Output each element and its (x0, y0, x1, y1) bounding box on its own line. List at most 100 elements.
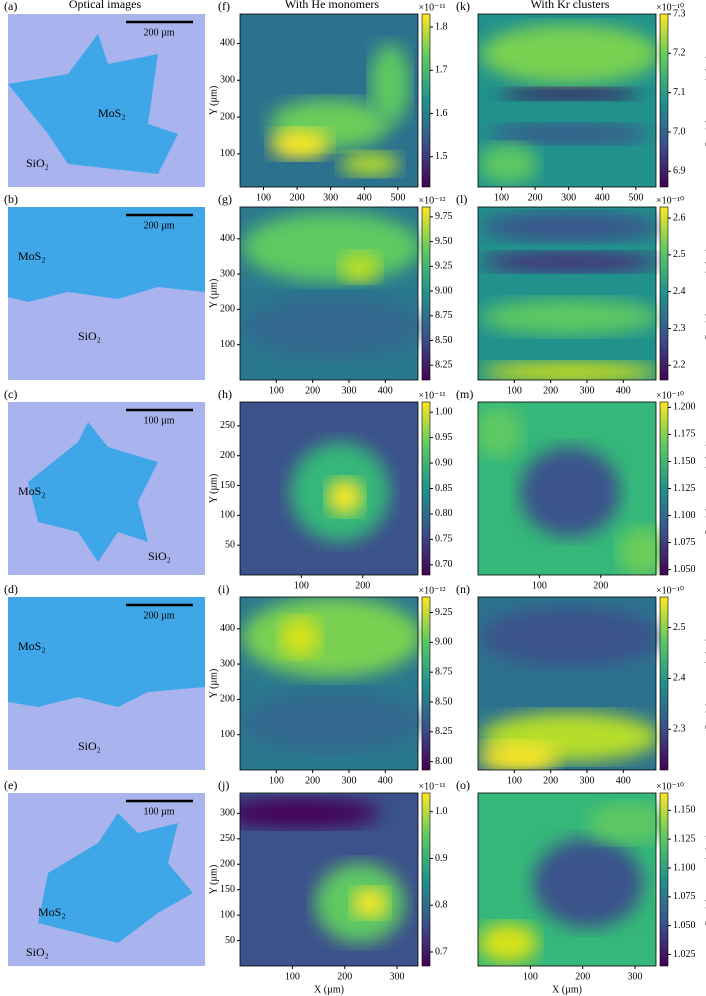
x-tick-label: 100 (269, 775, 284, 786)
flake (8, 34, 178, 174)
colorbar-scale: ×10⁻¹² (419, 195, 446, 206)
colorbar-tick-label: 2.3 (673, 724, 686, 735)
colorbar-tick-label: 1.200 (673, 402, 696, 413)
panel-label: (o) (456, 778, 470, 792)
scale-label: 100 µm (143, 415, 174, 426)
colorbar-scale: ×10⁻¹⁰ (656, 585, 684, 596)
heatmap-texture (480, 299, 660, 335)
colorbar (659, 13, 669, 188)
colorbar-tick-label: 0.7 (435, 946, 448, 957)
y-tick-label: 100 (220, 909, 235, 920)
heatmap-image (478, 793, 662, 966)
substrate-label: SiO₂ (78, 329, 101, 343)
colorbar-tick-label: 1.125 (673, 483, 696, 494)
plot-frame (477, 596, 657, 771)
colorbar-scale: ×10⁻¹⁰ (656, 781, 684, 792)
x-tick-label: 300 (341, 385, 356, 396)
plot-frame (239, 792, 419, 967)
y-tick-label: 200 (220, 859, 235, 870)
colorbar-tick-label: 1.150 (673, 456, 696, 467)
colorbar-tick-label: 7.3 (673, 8, 686, 19)
colorbar-tick-label: 2.6 (673, 212, 686, 223)
y-tick-label: 100 (220, 339, 235, 350)
x-axis-label: X (µm) (314, 984, 344, 995)
x-tick-label: 200 (305, 775, 320, 786)
column-title: With He monomers (285, 0, 379, 11)
y-tick-label: 200 (220, 694, 235, 705)
colorbar-tick-label: 2.4 (673, 286, 686, 297)
flake-label: MoS₂ (18, 249, 46, 263)
panel-label: (a) (4, 0, 17, 13)
colorbar-tick-label: 2.3 (673, 323, 686, 334)
colorbar-tick-label: 2.4 (673, 673, 686, 684)
heatmap-texture (480, 252, 660, 272)
colorbar-label: Partial pressure (mbar) (704, 834, 706, 926)
colorbar (659, 596, 669, 771)
substrate-label: SiO₂ (148, 549, 171, 563)
panel-label: (h) (218, 387, 232, 401)
y-tick-label: 300 (220, 268, 235, 279)
plot-frame (239, 596, 419, 771)
colorbar-tick-label: 1.150 (673, 805, 696, 816)
heatmap-texture (520, 447, 620, 537)
colorbar-tick-label: 1.075 (673, 891, 696, 902)
x-tick-label: 500 (628, 192, 643, 203)
colorbar-tick-label: 1.5 (435, 151, 448, 162)
heatmap-texture (352, 888, 388, 918)
x-tick-label: 300 (579, 385, 594, 396)
x-tick-label: 200 (305, 385, 320, 396)
heatmap-image (240, 402, 418, 575)
heatmap-image (240, 793, 418, 966)
y-tick-label: 250 (220, 833, 235, 844)
column-title: Optical images (69, 0, 142, 11)
colorbar-tick-label: 9.25 (435, 261, 453, 272)
colorbar-tick-label: 1.0 (435, 806, 448, 817)
colorbar-tick-label: 8.00 (435, 756, 453, 767)
y-tick-label: 250 (220, 420, 235, 431)
x-tick-label: 400 (595, 192, 610, 203)
heatmap-texture (588, 803, 662, 843)
x-tick-label: 200 (543, 385, 558, 396)
plot-frame (239, 13, 419, 188)
colorbar-tick-label: 1.075 (673, 537, 696, 548)
flake-label: MoS₂ (18, 639, 46, 653)
colorbar-scale: ×10⁻¹¹ (419, 390, 446, 401)
colorbar-tick-label: 0.95 (435, 432, 453, 443)
x-tick-label: 300 (628, 971, 643, 982)
heatmap-image (240, 597, 422, 770)
heatmap-image (478, 402, 662, 575)
colorbar-tick-label: 1.025 (673, 949, 696, 960)
plot-frame (239, 206, 419, 381)
panel-label: (j) (218, 778, 229, 792)
colorbar-tick-label: 1.175 (673, 429, 696, 440)
flake (8, 207, 205, 302)
colorbar-tick-label: 0.8 (435, 900, 448, 911)
scale-label: 200 µm (143, 220, 174, 231)
y-tick-label: 300 (220, 75, 235, 86)
heatmap-image (478, 14, 660, 187)
colorbar-tick-label: 7.2 (673, 48, 686, 59)
x-tick-label: 100 (285, 971, 300, 982)
x-tick-label: 400 (616, 385, 631, 396)
y-tick-label: 300 (220, 658, 235, 669)
y-tick-label: 100 (220, 729, 235, 740)
colorbar-tick-label: 9.75 (435, 211, 453, 222)
y-tick-label: 50 (225, 935, 235, 946)
colorbar (659, 401, 669, 576)
flake-label: MoS₂ (18, 484, 46, 498)
panel-label: (d) (4, 582, 18, 596)
colorbar (421, 792, 431, 967)
heatmap-texture (242, 692, 422, 752)
panel-label: (i) (218, 582, 229, 596)
colorbar-tick-label: 1.125 (673, 833, 696, 844)
heatmap-texture (480, 607, 660, 667)
colorbar-tick-label: 1.100 (673, 862, 696, 873)
colorbar-label: Partial pressure (mbar) (704, 638, 706, 730)
substrate-label: SiO₂ (26, 945, 49, 959)
colorbar-tick-label: 8.75 (435, 666, 453, 677)
colorbar-tick-label: 9.25 (435, 607, 453, 618)
heatmap-texture (500, 88, 640, 100)
x-tick-label: 300 (341, 775, 356, 786)
x-tick-label: 400 (378, 385, 393, 396)
colorbar (659, 792, 669, 967)
